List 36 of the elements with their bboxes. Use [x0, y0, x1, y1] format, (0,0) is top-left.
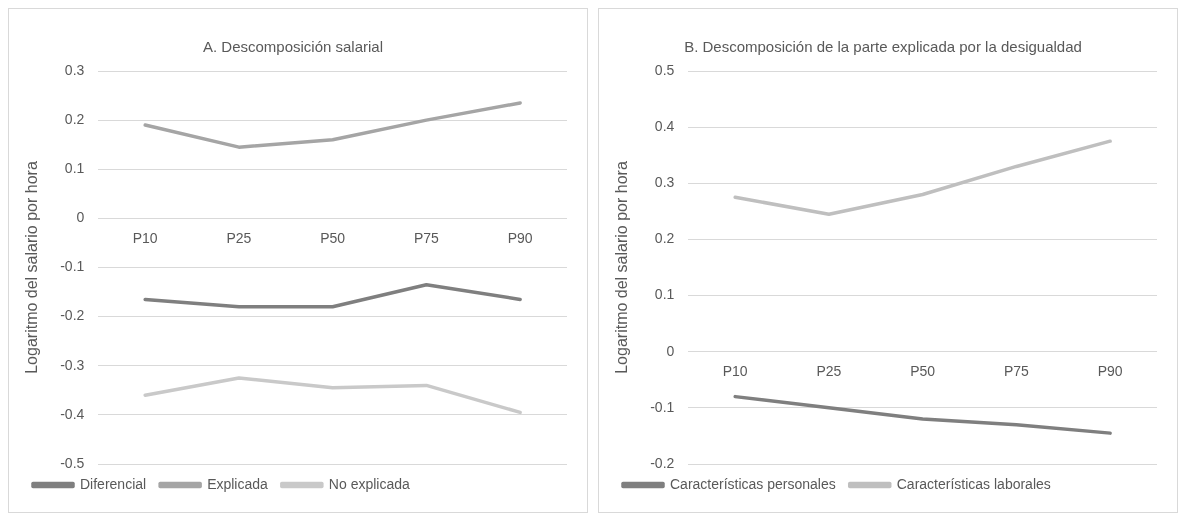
x-tick-label: P10 [722, 362, 748, 379]
x-tick-label: P25 [226, 229, 252, 246]
x-tick-label: P90 [507, 229, 533, 246]
y-tick-label: -0.3 [60, 356, 85, 373]
legend-label: Diferencial [80, 475, 147, 492]
x-tick-label: P50 [320, 229, 346, 246]
y-tick-label: 0.3 [654, 174, 675, 191]
y-tick-label: 0.2 [654, 230, 675, 247]
chart-title: B. Descomposición de la parte explicada por la desigualdad [684, 38, 1082, 56]
y-tick-label: 0 [76, 209, 85, 226]
y-tick-label: 0.1 [654, 286, 675, 303]
x-tick-label: P75 [413, 229, 440, 246]
y-tick-label: 0.2 [64, 110, 85, 127]
chart-title: A. Descomposición salarial [202, 38, 384, 56]
y-tick-label: -0.1 [60, 258, 85, 275]
y-axis-title: Logaritmo del salario por hora [613, 161, 631, 374]
legend-label: Características laborales [896, 475, 1051, 492]
y-tick-label: 0.4 [654, 118, 675, 134]
y-axis-title: Logaritmo del salario por hora [23, 161, 41, 374]
y-tick-label: -0.5 [60, 454, 85, 471]
x-tick-label: P25 [816, 362, 842, 379]
y-tick-label: -0.1 [650, 398, 675, 415]
y-tick-label: 0.5 [654, 61, 675, 78]
x-tick-label: P90 [1097, 362, 1123, 379]
x-tick-label: P10 [132, 229, 158, 246]
y-tick-label: -0.2 [650, 454, 675, 471]
y-tick-label: 0 [666, 342, 675, 359]
legend-label: Explicada [207, 475, 269, 492]
y-tick-label: 0.3 [64, 61, 85, 78]
legend-label: Características personales [670, 475, 836, 492]
y-tick-label: -0.4 [60, 405, 85, 422]
y-tick-label: 0.1 [64, 160, 85, 177]
x-tick-label: P50 [910, 362, 936, 379]
legend-label: No explicada [328, 475, 410, 492]
y-tick-label: -0.2 [60, 307, 85, 324]
x-tick-label: P75 [1003, 362, 1030, 379]
